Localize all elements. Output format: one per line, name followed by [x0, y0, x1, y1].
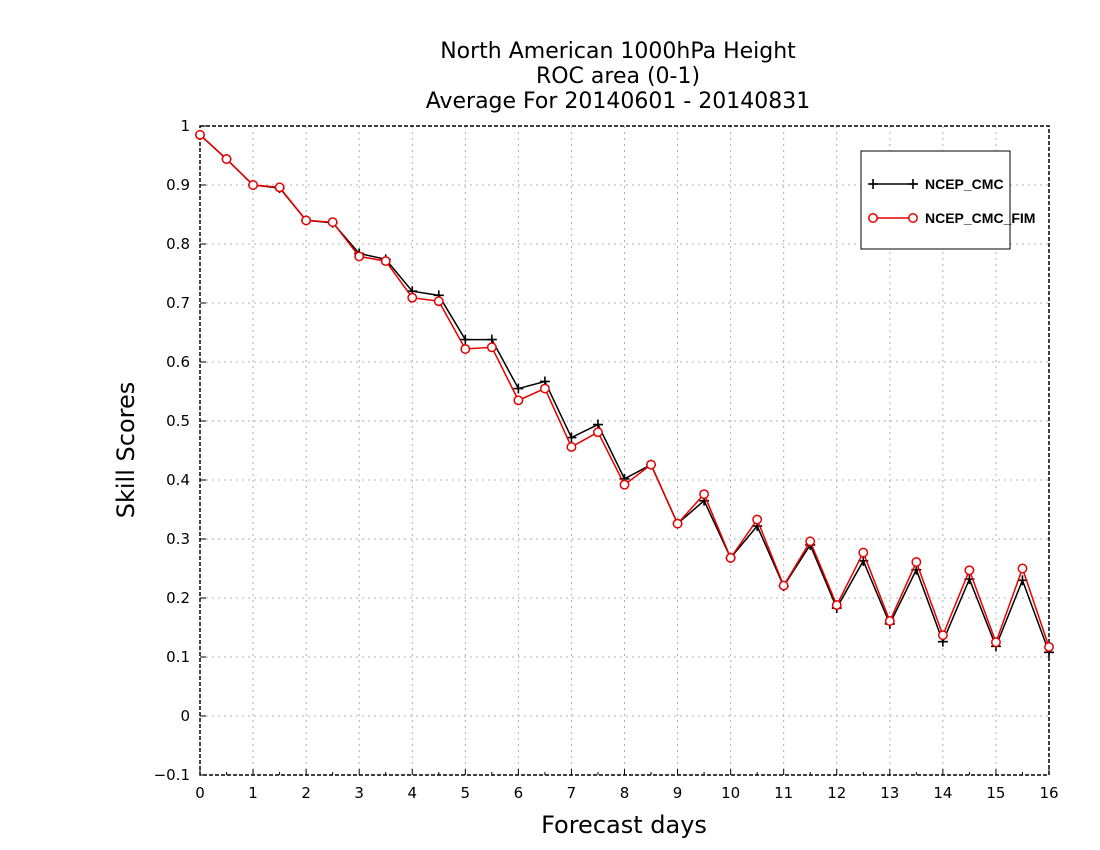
data-point: [858, 547, 869, 558]
data-point: [778, 580, 789, 591]
x-tick-label: 15: [986, 784, 1005, 802]
data-point: [248, 180, 259, 190]
data-point: [460, 344, 471, 354]
data-point: [937, 630, 948, 641]
data-point: [274, 182, 285, 193]
legend-entry: NCEP_CMC: [868, 176, 1004, 192]
data-point: [672, 518, 683, 529]
data-point: [699, 489, 710, 500]
y-tick-label: 0.2: [166, 589, 190, 607]
data-point: [805, 536, 816, 547]
y-tick-label: 0.3: [166, 530, 190, 548]
y-tick-label: 0.1: [166, 648, 190, 666]
x-tick-label: 8: [620, 784, 630, 802]
data-point: [407, 292, 418, 303]
x-axis-label: Forecast days: [541, 811, 707, 839]
data-point: [195, 129, 205, 140]
data-point: [752, 514, 763, 525]
legend-box: [860, 150, 1011, 250]
data-point: [1044, 642, 1054, 652]
data-point: [725, 552, 736, 563]
legend-marker-end: [908, 213, 918, 223]
x-tick-label: 9: [673, 784, 683, 802]
data-point: [327, 217, 338, 228]
data-point: [646, 459, 656, 470]
data-point: [964, 565, 975, 576]
x-tick-label: 4: [407, 784, 417, 802]
x-tick-label: 14: [933, 784, 952, 802]
data-point: [513, 383, 524, 394]
legend-label: NCEP_CMC_FIM: [925, 210, 1035, 226]
title-line-1: North American 1000hPa Height: [440, 39, 796, 64]
title-line-3: Average For 20140601 - 20140831: [426, 89, 811, 114]
x-tick-label: 6: [514, 784, 524, 802]
title-line-2: ROC area (0-1): [536, 64, 700, 89]
y-tick-label: 0.8: [166, 235, 190, 253]
legend-entry: NCEP_CMC_FIM: [868, 210, 1035, 226]
chart-title: North American 1000hPa Height ROC area (…: [426, 39, 811, 114]
y-tick-label: 0.7: [166, 294, 190, 312]
grid-lines: [200, 126, 1049, 775]
series-layer: [195, 129, 1054, 658]
data-point: [221, 154, 232, 164]
data-point: [884, 616, 895, 626]
x-tick-label: 2: [301, 784, 311, 802]
y-tick-label: 0.5: [166, 412, 190, 430]
data-point: [566, 432, 577, 443]
data-point: [486, 342, 497, 353]
x-tick-label: 3: [354, 784, 364, 802]
data-point: [566, 442, 577, 452]
y-tick-label: 0: [180, 707, 190, 725]
x-tick-label: 13: [880, 784, 899, 802]
data-point: [354, 251, 365, 262]
legend-label: NCEP_CMC: [925, 176, 1004, 192]
data-point: [1017, 563, 1028, 574]
data-point: [911, 557, 922, 567]
legend-marker-start: [868, 179, 878, 189]
series-ncep-cmc-fim: [195, 129, 1054, 652]
x-tick-label: 16: [1039, 784, 1058, 802]
x-tick-label: 12: [827, 784, 846, 802]
data-point: [380, 256, 391, 267]
data-point: [433, 296, 444, 307]
axis-ticks: 0 1 2 3 4 5 6 7 8 9 10 11 12 13 14 15 16−0.100.10.20.30.…: [154, 117, 1059, 802]
y-tick-label: 1: [180, 117, 190, 135]
y-axis-label: Skill Scores: [112, 382, 140, 519]
x-tick-label: 7: [567, 784, 577, 802]
data-point: [990, 637, 1001, 648]
data-point: [460, 334, 471, 345]
data-point: [619, 479, 630, 490]
x-tick-label: 1: [248, 784, 258, 802]
x-tick-label: 10: [721, 784, 740, 802]
x-tick-label: 0: [195, 784, 205, 802]
legend-marker-end: [908, 179, 918, 189]
y-tick-label: 0.9: [166, 176, 190, 194]
data-point: [593, 427, 603, 438]
legend-marker-start: [868, 213, 878, 223]
y-tick-label: 0.6: [166, 353, 190, 371]
data-point: [301, 215, 312, 226]
x-tick-label: 11: [774, 784, 793, 802]
data-point: [539, 383, 550, 394]
legend: NCEP_CMC NCEP_CMC_FIM: [860, 150, 1035, 250]
y-tick-label: −0.1: [154, 766, 190, 784]
y-tick-label: 0.4: [166, 471, 190, 489]
x-tick-label: 5: [461, 784, 471, 802]
data-point: [513, 395, 524, 406]
data-point: [831, 600, 842, 611]
